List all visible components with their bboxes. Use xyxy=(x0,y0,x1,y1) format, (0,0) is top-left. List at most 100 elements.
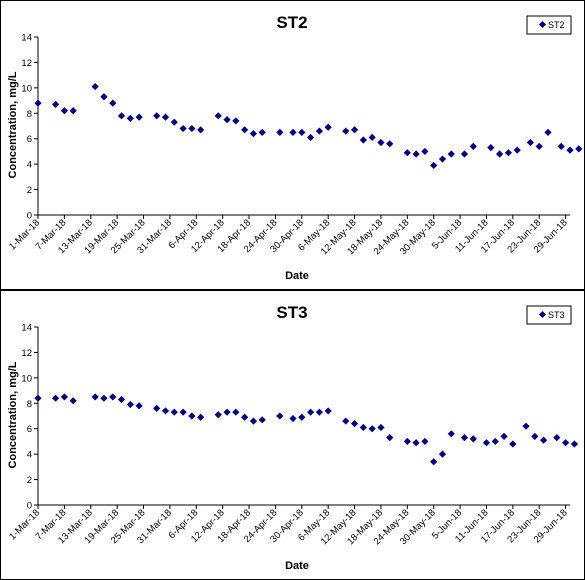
st2-data-point xyxy=(249,130,258,138)
st2-data-point xyxy=(161,113,170,121)
st3-chart-panel: ST3 Concentration, mg/L Date ST3 0 2 4 6 8 10… xyxy=(0,290,585,580)
st3-data-point xyxy=(491,437,499,446)
st3-data-point xyxy=(469,435,477,443)
st2-y-tick-label: 8 xyxy=(27,109,32,120)
st2-data-point xyxy=(430,161,438,170)
st2-data-point xyxy=(232,117,240,125)
st2-data-point xyxy=(135,113,143,121)
st2-data-point xyxy=(100,93,108,101)
st2-data-point xyxy=(126,114,134,122)
st2-data-point xyxy=(188,124,196,133)
st3-y-tick-label: 14 xyxy=(21,323,32,334)
st3-x-axis-label: Date xyxy=(285,560,309,572)
st3-data-point xyxy=(447,430,455,438)
st3-data-point xyxy=(412,439,420,447)
st2-data-point xyxy=(306,133,315,142)
st3-data-point xyxy=(460,434,469,442)
st2-chart: ST2 Concentration, mg/L Date ST2 0 2 4 6 8 10… xyxy=(0,0,585,290)
st2-data-point xyxy=(544,128,552,136)
st2-data-point xyxy=(386,140,394,148)
st2-data-point xyxy=(34,99,42,107)
st2-data-point xyxy=(487,144,495,152)
st2-data-point xyxy=(513,146,521,154)
st2-data-point xyxy=(377,138,385,147)
st2-data-point xyxy=(223,116,231,124)
st2-legend-label: ST2 xyxy=(548,20,565,30)
st2-data-point xyxy=(241,126,249,134)
st2-y-tick-label: 0 xyxy=(27,211,32,222)
st2-data-point xyxy=(179,124,187,133)
st3-legend: ST3 xyxy=(526,305,572,325)
st2-data-point xyxy=(438,155,447,163)
st2-y-tick-label: 14 xyxy=(21,33,32,44)
st3-legend-box xyxy=(526,305,572,325)
st3-y-tick-label: 6 xyxy=(27,424,32,435)
st2-data-point xyxy=(350,126,359,134)
st2-data-point xyxy=(421,147,429,156)
st2-data-point xyxy=(496,150,504,158)
st3-data-point xyxy=(421,437,429,446)
st2-y-tick-label: 12 xyxy=(21,58,32,69)
st2-data-point xyxy=(412,150,420,158)
st2-data-point xyxy=(368,133,376,142)
st2-legend-box xyxy=(526,15,572,35)
st2-data-point xyxy=(258,128,266,136)
st2-data-point xyxy=(117,112,126,120)
st3-data-point xyxy=(430,458,438,466)
st3-data-point xyxy=(188,412,196,420)
st3-data-point xyxy=(482,439,491,447)
st2-chart-panel: ST2 Concentration, mg/L Date ST2 0 2 4 6 8 10… xyxy=(0,0,585,290)
st3-data-point xyxy=(276,412,284,420)
st2-chart-title: ST2 xyxy=(276,13,307,32)
st3-data-point xyxy=(500,432,508,440)
st2-data-point xyxy=(91,82,99,91)
st3-y-tick-label: 0 xyxy=(27,501,32,512)
st2-data-point xyxy=(276,128,284,136)
st3-data-point xyxy=(509,440,517,448)
st2-data-point xyxy=(51,100,60,108)
st2-data-point xyxy=(535,142,543,150)
st2-data-point xyxy=(575,145,583,153)
st3-data-point xyxy=(562,439,570,447)
st3-data-point xyxy=(368,425,376,433)
st2-data-point xyxy=(557,142,565,150)
st2-legend-marker xyxy=(538,20,547,29)
st3-y-axis-label: Concentration, mg/L xyxy=(7,361,19,468)
st2-y-tick-label: 2 xyxy=(27,185,32,196)
st3-y-tick-label: 10 xyxy=(21,373,32,384)
st3-chart: ST3 Concentration, mg/L Date ST3 0 2 4 6 8 10… xyxy=(0,290,585,580)
st3-data-point xyxy=(289,414,297,423)
st3-data-point xyxy=(350,420,359,428)
st2-y-tick-label: 6 xyxy=(27,134,32,145)
st2-data-point xyxy=(197,126,205,134)
st3-data-point xyxy=(298,413,306,421)
st2-legend: ST2 xyxy=(526,15,572,35)
st2-chart-frame xyxy=(0,0,585,290)
st3-data-point xyxy=(315,408,323,416)
st3-legend-label: ST3 xyxy=(548,310,565,320)
st3-y-tick-label: 12 xyxy=(21,348,32,359)
st3-y-tick-label: 8 xyxy=(27,399,32,410)
st2-data-point xyxy=(359,136,367,144)
st2-data-point xyxy=(214,112,222,120)
st2-data-point xyxy=(60,107,68,115)
st2-data-point xyxy=(324,123,332,131)
st3-y-tick-label: 4 xyxy=(27,450,32,461)
st2-data-point xyxy=(447,150,455,158)
st3-data-point xyxy=(197,413,205,421)
st2-data-point xyxy=(469,142,477,150)
st2-data-point xyxy=(504,149,513,157)
st3-legend-marker xyxy=(538,310,547,319)
st2-y-axis-label: Concentration, mg/L xyxy=(7,71,19,178)
st3-data-point xyxy=(69,397,77,405)
st2-data-point xyxy=(170,118,178,126)
st3-data-point xyxy=(241,413,249,421)
st3-chart-frame xyxy=(0,290,585,580)
st2-data-point xyxy=(315,127,323,135)
st2-data-point xyxy=(403,149,411,157)
st2-data-point xyxy=(342,127,350,135)
st2-data-point xyxy=(526,138,535,147)
st2-y-tick-label: 10 xyxy=(21,83,32,94)
st2-x-axis-label: Date xyxy=(285,270,309,282)
st2-y-tick-label: 4 xyxy=(27,160,32,171)
